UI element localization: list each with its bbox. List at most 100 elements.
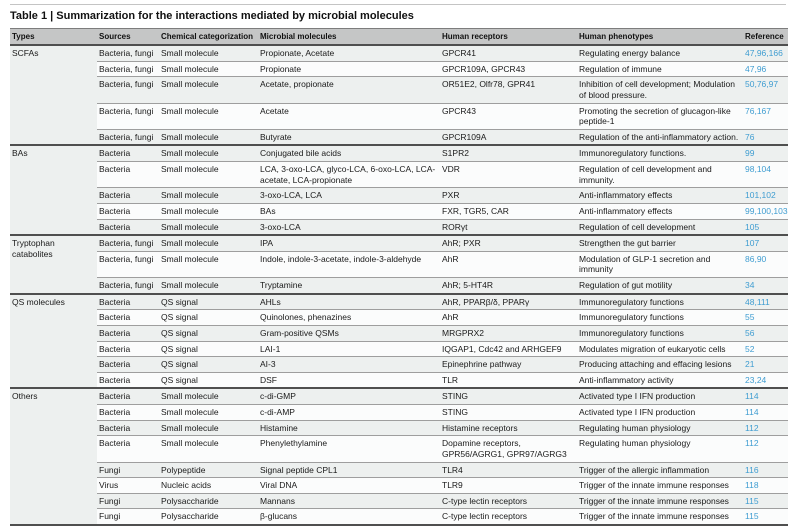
reference-link[interactable]: 107 bbox=[745, 238, 760, 249]
cell-chemical: Small molecule bbox=[159, 234, 258, 252]
cell-receptor: FXR, TGR5, CAR bbox=[440, 202, 577, 219]
cell-receptor: AhR bbox=[440, 250, 577, 278]
table-row: Bacteria Small molecule Histamine Histamine… bbox=[10, 419, 788, 436]
cell-source: Fungi bbox=[97, 461, 159, 478]
cell-source: Bacteria bbox=[97, 387, 159, 405]
column-header-human-phenotypes: Human phenotypes bbox=[577, 28, 743, 46]
reference-link[interactable]: 99,100,103 bbox=[745, 205, 788, 216]
cell-receptor: IQGAP1, Cdc42 and ARHGEF9 bbox=[440, 340, 577, 357]
cell-molecule: Tryptamine bbox=[258, 276, 440, 294]
table-row: Bacteria Small molecule Phenylethylamine Do… bbox=[10, 435, 788, 462]
cell-phenotype: Regulation of cell development and immun… bbox=[577, 160, 743, 188]
reference-link[interactable]: 76 bbox=[745, 131, 755, 142]
cell-phenotype: Promoting the secretion of glucagon-like… bbox=[577, 102, 743, 130]
reference-link[interactable]: 86,90 bbox=[745, 253, 767, 264]
reference-link[interactable]: 115 bbox=[745, 511, 759, 522]
cell-molecule: LAI-1 bbox=[258, 340, 440, 357]
reference-link[interactable]: 101,102 bbox=[745, 190, 776, 201]
type-cell: Tryptophan catabolites bbox=[10, 234, 97, 294]
cell-phenotype: Immunoregulatory functions. bbox=[577, 144, 743, 162]
cell-receptor: TLR4 bbox=[440, 461, 577, 478]
reference-link[interactable]: 55 bbox=[745, 312, 755, 323]
cell-phenotype: Trigger of the innate immune responses bbox=[577, 477, 743, 494]
reference-link[interactable]: 52 bbox=[745, 343, 755, 354]
cell-source: Bacteria bbox=[97, 292, 159, 310]
cell-reference: 105 bbox=[743, 218, 788, 236]
cell-chemical: Small molecule bbox=[159, 76, 258, 103]
table-row: Bacteria QS signal DSF TLR Anti-inflammatory… bbox=[10, 371, 788, 389]
cell-source: Bacteria bbox=[97, 371, 159, 389]
reference-link[interactable]: 112 bbox=[745, 422, 759, 433]
table-row: Bacteria, fungi Small molecule Acetate, pr… bbox=[10, 76, 788, 103]
cell-phenotype: Trigger of the innate immune responses bbox=[577, 508, 743, 525]
cell-source: Bacteria bbox=[97, 435, 159, 462]
cell-phenotype: Regulating human physiology bbox=[577, 435, 743, 462]
table-row: Others Bacteria Small molecule c-di-GMP STIN… bbox=[10, 387, 788, 525]
reference-link[interactable]: 118 bbox=[745, 480, 759, 491]
cell-source: Bacteria bbox=[97, 356, 159, 373]
cell-reference: 55 bbox=[743, 309, 788, 326]
cell-molecule: Acetate bbox=[258, 102, 440, 130]
reference-link[interactable]: 76,167 bbox=[745, 105, 771, 116]
cell-receptor: AhR, PPARβ/δ, PPARγ bbox=[440, 292, 577, 310]
cell-phenotype: Inhibition of cell development; Modulati… bbox=[577, 76, 743, 103]
reference-link[interactable]: 47,96 bbox=[745, 63, 767, 74]
cell-chemical: Small molecule bbox=[159, 43, 258, 62]
cell-source: Bacteria, fungi bbox=[97, 102, 159, 130]
cell-reference: 112 bbox=[743, 435, 788, 462]
reference-link[interactable]: 99 bbox=[745, 148, 755, 159]
reference-link[interactable]: 112 bbox=[745, 438, 759, 449]
cell-source: Bacteria bbox=[97, 419, 159, 436]
cell-receptor: MRGPRX2 bbox=[440, 324, 577, 341]
cell-molecule: Signal peptide CPL1 bbox=[258, 461, 440, 478]
reference-link[interactable]: 105 bbox=[745, 221, 760, 232]
cell-phenotype: Anti-inflammatory effects bbox=[577, 187, 743, 204]
cell-receptor: AhR; PXR bbox=[440, 234, 577, 252]
table-row: Bacteria, fungi Small molecule Acetate GPCR… bbox=[10, 102, 788, 130]
cell-chemical: Polysaccharide bbox=[159, 508, 258, 525]
cell-source: Bacteria bbox=[97, 144, 159, 162]
table-row: Bacteria Small molecule LCA, 3-oxo-LCA, gl… bbox=[10, 160, 788, 188]
reference-link[interactable]: 116 bbox=[745, 464, 759, 475]
cell-chemical: QS signal bbox=[159, 309, 258, 326]
cell-source: Fungi bbox=[97, 492, 159, 509]
reference-link[interactable]: 115 bbox=[745, 495, 759, 506]
cell-receptor: GPCR43 bbox=[440, 102, 577, 130]
reference-link[interactable]: 34 bbox=[745, 280, 755, 290]
table-body: SCFAs Bacteria, fungi Small molecule Propio… bbox=[10, 43, 788, 525]
cell-reference: 52 bbox=[743, 340, 788, 357]
cell-source: Bacteria, fungi bbox=[97, 76, 159, 103]
reference-link[interactable]: 47,96,166 bbox=[745, 48, 783, 58]
cell-chemical: Small molecule bbox=[159, 202, 258, 219]
cell-receptor: TLR9 bbox=[440, 477, 577, 494]
cell-molecule: β-glucans bbox=[258, 508, 440, 525]
cell-molecule: Indole, indole-3-acetate, indole-3-aldeh… bbox=[258, 250, 440, 278]
cell-phenotype: Regulation of gut motility bbox=[577, 276, 743, 294]
reference-link[interactable]: 21 bbox=[745, 359, 755, 370]
reference-link[interactable]: 114 bbox=[745, 407, 759, 417]
reference-link[interactable]: 23,24 bbox=[745, 374, 767, 385]
table-row: Bacteria Small molecule 3-oxo-LCA, LCA PXR A… bbox=[10, 187, 788, 204]
cell-receptor: VDR bbox=[440, 160, 577, 188]
reference-link[interactable]: 114 bbox=[745, 391, 759, 402]
cell-source: Bacteria, fungi bbox=[97, 128, 159, 146]
cell-reference: 23,24 bbox=[743, 371, 788, 389]
cell-receptor: Dopamine receptors, GPR56/AGRG1, GPR97/A… bbox=[440, 435, 577, 462]
cell-source: Bacteria bbox=[97, 202, 159, 219]
table-row: BAs Bacteria Small molecule Conjugated bile… bbox=[10, 144, 788, 236]
reference-link[interactable]: 50,76,97 bbox=[745, 79, 779, 90]
table-row: Virus Nucleic acids Viral DNA TLR9 Trigger o… bbox=[10, 477, 788, 494]
reference-link[interactable]: 56 bbox=[745, 327, 755, 338]
cell-phenotype: Regulation of cell development bbox=[577, 218, 743, 236]
cell-receptor: C-type lectin receptors bbox=[440, 508, 577, 525]
cell-source: Bacteria, fungi bbox=[97, 43, 159, 62]
cell-source: Bacteria, fungi bbox=[97, 250, 159, 278]
table-row: Tryptophan catabolites Bacteria, fungi Sma… bbox=[10, 234, 788, 294]
cell-phenotype: Activated type I IFN production bbox=[577, 404, 743, 421]
table-row: Bacteria Small molecule BAs FXR, TGR5, CAR A… bbox=[10, 202, 788, 219]
cell-receptor: GPCR41 bbox=[440, 43, 577, 62]
reference-link[interactable]: 48,111 bbox=[745, 296, 770, 307]
cell-reference: 76 bbox=[743, 128, 788, 146]
reference-link[interactable]: 98,104 bbox=[745, 164, 771, 174]
cell-molecule: c-di-AMP bbox=[258, 404, 440, 421]
